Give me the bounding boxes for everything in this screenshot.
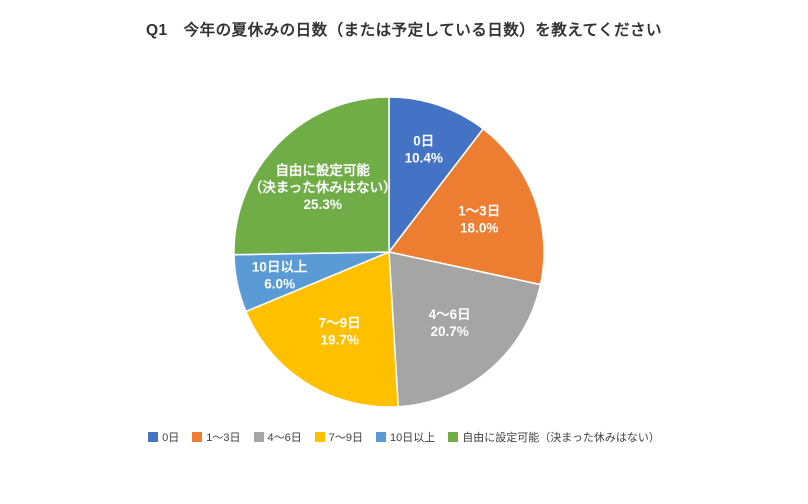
legend-swatch-icon (148, 432, 159, 442)
pie-slice-3 (244, 250, 400, 408)
legend-item-4: 10日以上 (376, 429, 435, 445)
pie-slice-0 (388, 96, 485, 255)
pie-slice-2 (388, 251, 542, 408)
legend-swatch-icon (314, 432, 325, 442)
legend-label: 0日 (162, 432, 180, 444)
chart-title: Q1 今年の夏休みの日数（または予定している日数）を教えてください (146, 22, 662, 39)
legend-label: 自由に設定可能（決まった休みはない） (462, 432, 660, 444)
legend-swatch-icon (192, 432, 203, 442)
pie-slice-1 (387, 127, 545, 286)
legend-label: 1～3日 (206, 432, 241, 444)
legend-item-0: 0日 (148, 429, 179, 445)
slice-label-5: 自由に設定可能（決まった休みはない） 25.3% (249, 162, 397, 212)
legend-swatch-icon (376, 432, 387, 442)
legend-swatch-icon (253, 432, 264, 442)
legend-item-2: 4～6日 (253, 429, 302, 445)
legend-label: 7～9日 (328, 432, 364, 444)
legend-item-3: 7～9日 (314, 429, 364, 445)
legend-item-1: 1～3日 (192, 429, 241, 445)
legend-item-5: 自由に設定可能（決まった休みはない） (448, 429, 660, 445)
slice-label-1: 1～3日 18.0% (458, 203, 500, 235)
pie-chart: 0日 10.4% 1～3日 18.0% 4～6日 20.7% 7～9日 19.7% 10日以上 6… (233, 96, 545, 408)
slice-label-0: 0日 10.4% (405, 134, 443, 166)
slice-label-4: 10日以上 6.0% (252, 259, 308, 291)
legend-swatch-icon (448, 432, 459, 442)
slice-label-2: 4～6日 20.7% (429, 307, 471, 339)
pie-slice-5 (233, 96, 390, 256)
slice-label-3: 7～9日 19.7% (319, 315, 361, 347)
legend-label: 4～6日 (267, 432, 302, 444)
legend-label: 10日以上 (390, 432, 436, 444)
chart-legend: 0日 1～3日 4～6日 7～9日 10日以上 自由に設定可能（決まった休みはない） (0, 429, 808, 445)
